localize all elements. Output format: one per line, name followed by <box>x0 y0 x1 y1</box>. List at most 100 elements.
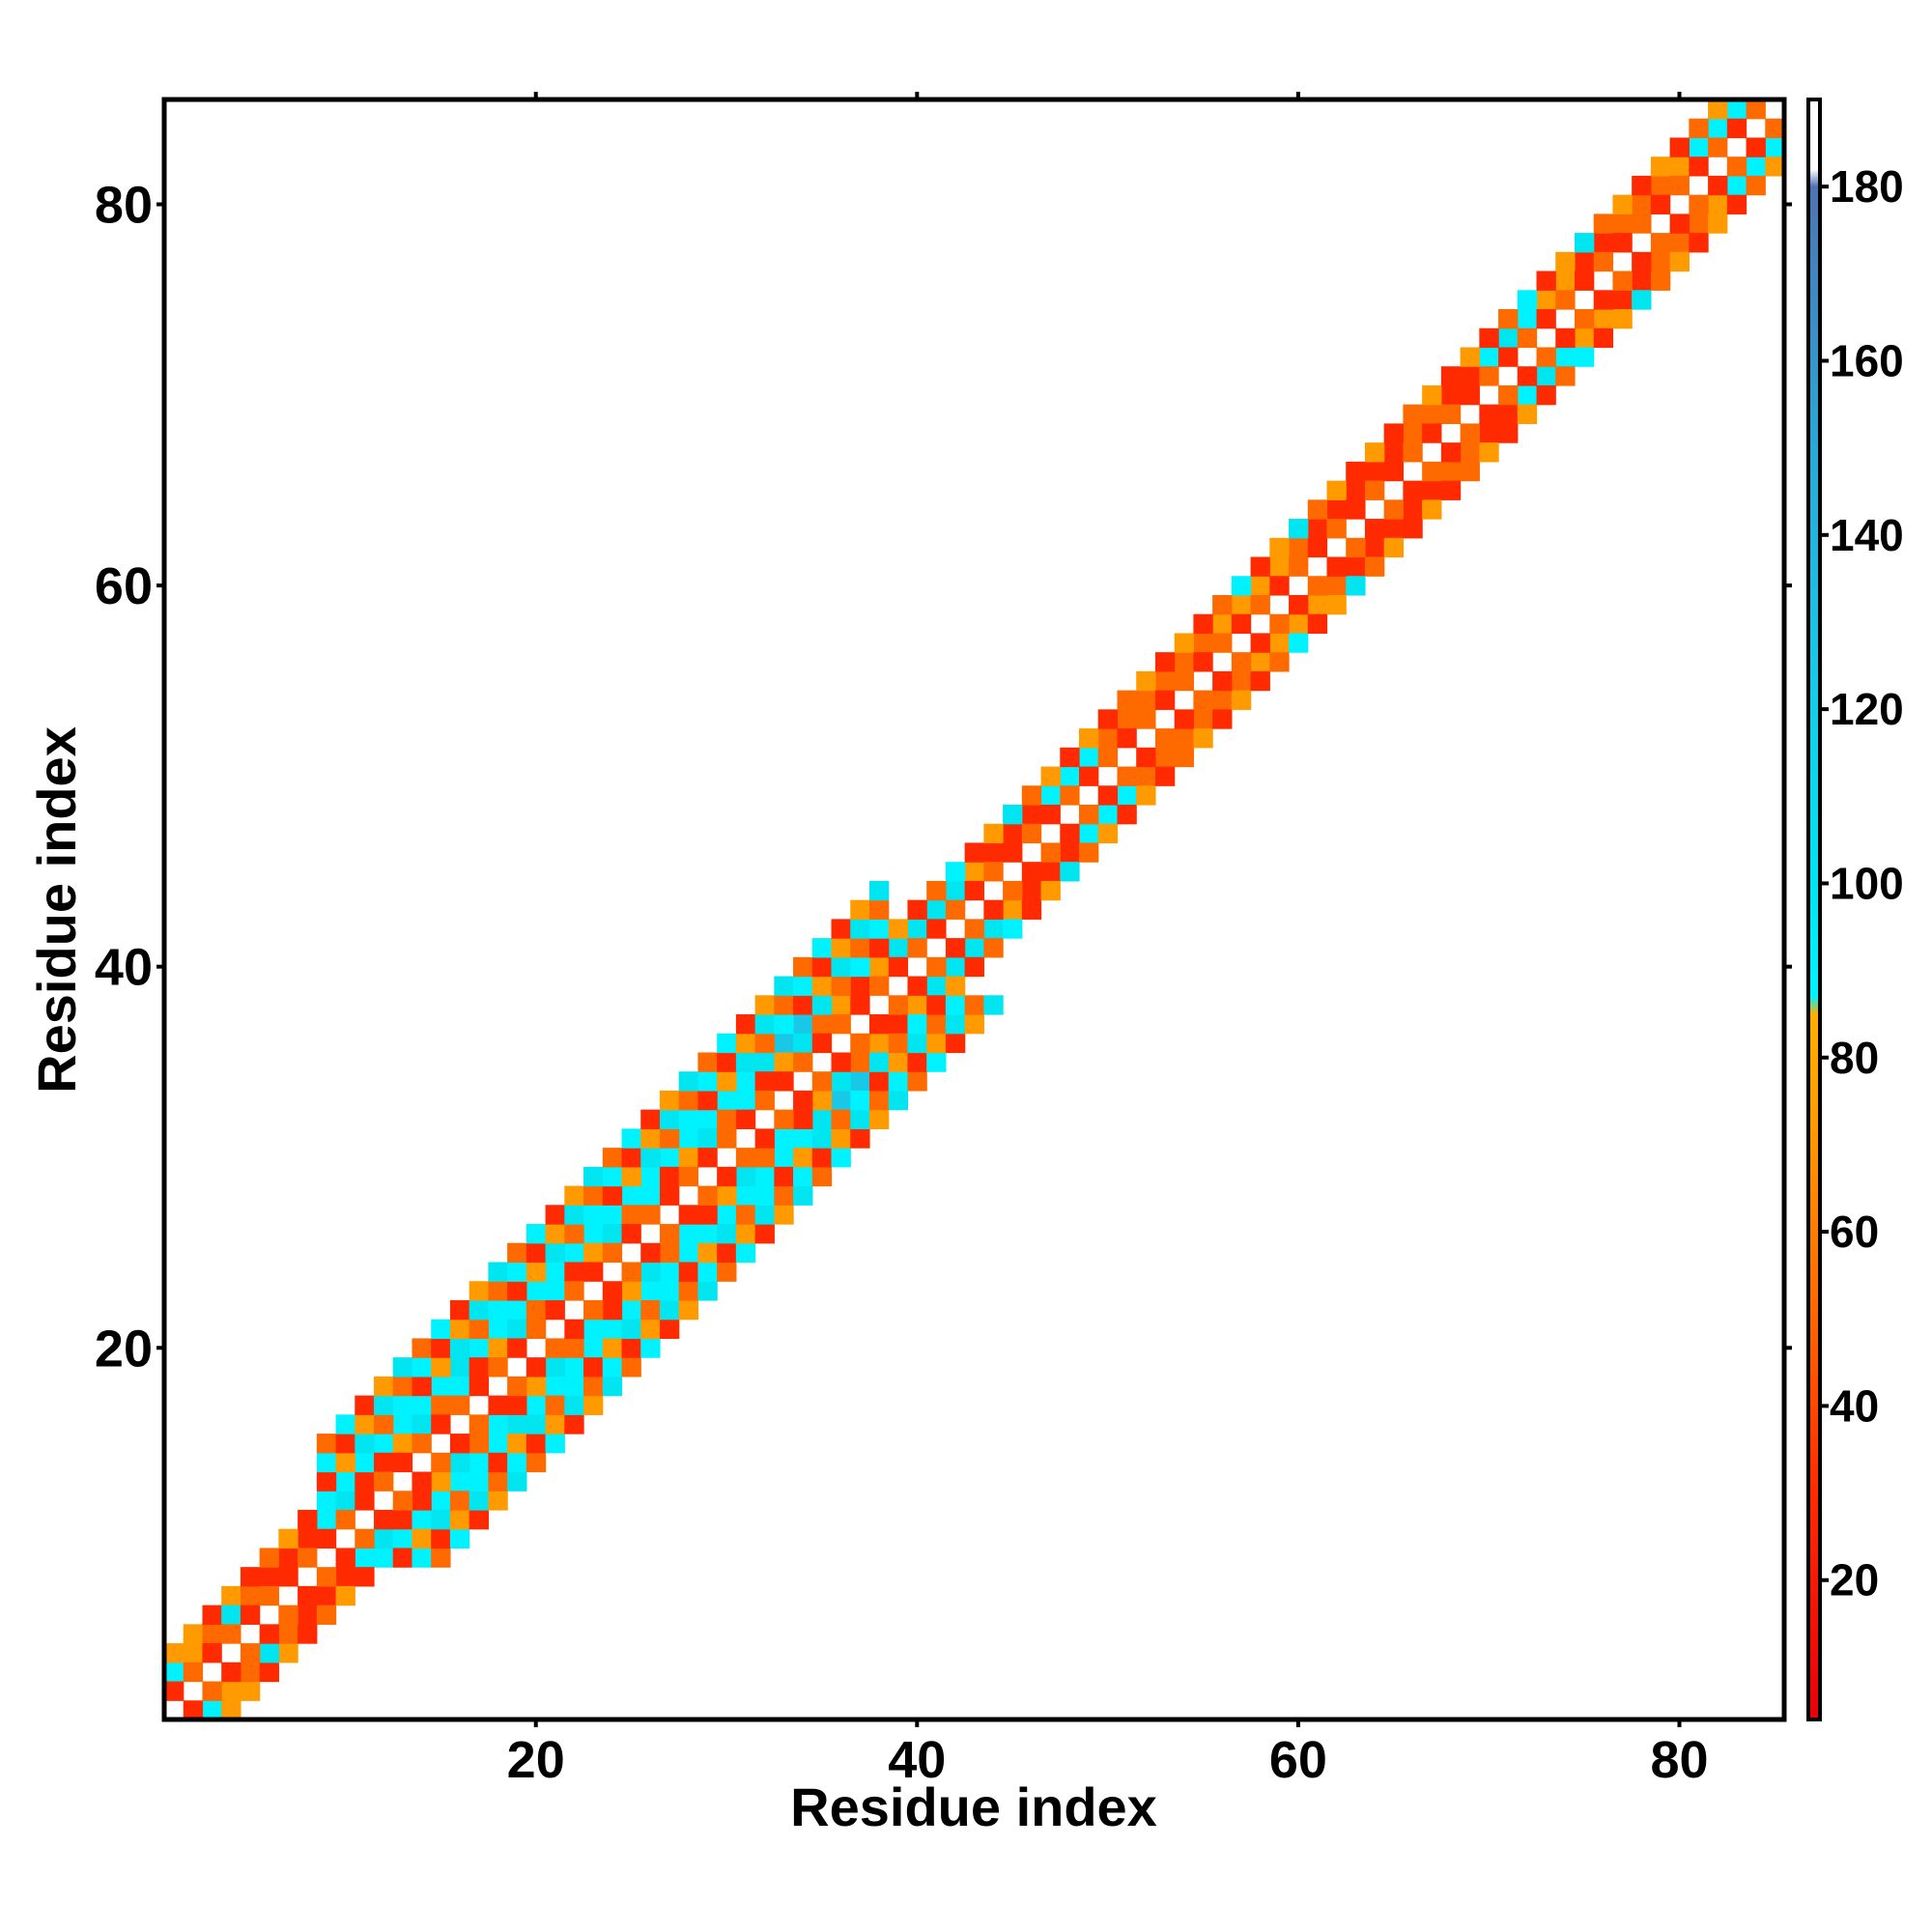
heatmap-cell <box>545 1281 565 1301</box>
heatmap-cell <box>183 1624 204 1644</box>
heatmap-cell <box>431 1491 451 1511</box>
heatmap-cell <box>298 1624 318 1644</box>
heatmap-cell <box>602 1299 623 1321</box>
heatmap-cell <box>1403 404 1423 424</box>
heatmap-cell <box>526 1299 547 1321</box>
heatmap-cell <box>316 1491 337 1511</box>
heatmap-cell <box>1231 652 1252 672</box>
heatmap-cell <box>1746 137 1766 157</box>
x-tick-label: 40 <box>888 1731 946 1789</box>
heatmap-cell <box>412 1338 432 1358</box>
heatmap-cell <box>1517 309 1538 329</box>
heatmap-cell <box>1440 384 1462 406</box>
heatmap-cell <box>316 1452 337 1473</box>
heatmap-cell <box>469 1281 489 1301</box>
heatmap-cell <box>774 1148 794 1168</box>
heatmap-cell <box>621 1262 641 1282</box>
heatmap-cell <box>1593 327 1614 349</box>
heatmap-cell <box>412 1491 432 1511</box>
heatmap-cell <box>1689 137 1709 157</box>
heatmap-cell <box>659 1128 680 1149</box>
heatmap-cell <box>793 1128 813 1149</box>
heatmap-cell <box>1060 842 1080 863</box>
heatmap-cell <box>1650 156 1671 177</box>
x-tick-label: 80 <box>1650 1731 1708 1789</box>
heatmap-cell <box>735 1166 756 1187</box>
heatmap-cell <box>754 1071 775 1092</box>
heatmap-cell <box>964 842 984 863</box>
heatmap-cell <box>1498 384 1519 406</box>
heatmap-cell <box>831 1014 851 1035</box>
heatmap-cell <box>449 1491 470 1511</box>
heatmap-cell <box>183 1662 204 1683</box>
heatmap-cell <box>754 1014 775 1035</box>
heatmap-cell <box>469 1491 489 1511</box>
heatmap-cell <box>926 899 947 920</box>
heatmap-cell <box>1174 747 1194 768</box>
heatmap-cell <box>850 919 870 939</box>
heatmap-cell <box>811 1033 833 1054</box>
heatmap-cell <box>868 880 890 901</box>
heatmap-cell <box>717 1109 737 1129</box>
heatmap-cell <box>659 1224 680 1244</box>
heatmap-cell <box>793 976 813 996</box>
heatmap-cell <box>564 1242 584 1264</box>
heatmap-cell <box>316 1434 337 1454</box>
heatmap-cell <box>697 1052 718 1072</box>
colorbar-tick-label: 180 <box>1830 161 1904 212</box>
heatmap-cell <box>697 1090 718 1111</box>
heatmap-cell <box>431 1338 451 1358</box>
heatmap-cell <box>735 1033 756 1054</box>
heatmap-cell <box>583 1319 604 1340</box>
heatmap-cell <box>697 1262 718 1282</box>
heatmap-cell <box>926 1052 947 1072</box>
heatmap-cell <box>1136 670 1156 692</box>
heatmap-cell <box>735 1224 756 1244</box>
heatmap-cell <box>640 1205 661 1225</box>
heatmap-cell <box>659 1281 680 1301</box>
colorbar-tick-label: 140 <box>1830 510 1904 560</box>
heatmap-cell <box>983 995 1004 1015</box>
heatmap-cell <box>1726 99 1747 120</box>
heatmap-cell <box>640 1338 661 1358</box>
heatmap-cell <box>1212 690 1233 710</box>
heatmap-cell <box>564 1414 584 1435</box>
heatmap-cell <box>221 1662 242 1683</box>
heatmap-cell <box>1632 270 1652 291</box>
heatmap-cell <box>1689 194 1709 214</box>
heatmap-cell <box>1154 728 1176 749</box>
heatmap-cell <box>374 1471 394 1492</box>
heatmap-cell <box>640 1166 661 1187</box>
heatmap-cell <box>507 1414 527 1435</box>
heatmap-cell <box>564 1281 584 1301</box>
heatmap-cell <box>754 1128 775 1149</box>
heatmap-cell <box>1060 823 1080 844</box>
heatmap-cell <box>1117 690 1137 710</box>
heatmap-cell <box>316 1605 337 1625</box>
heatmap-cell <box>1632 175 1652 196</box>
heatmap-cell <box>1612 213 1633 234</box>
heatmap-cell <box>1440 442 1462 463</box>
heatmap-cell <box>640 1281 661 1301</box>
heatmap-cell <box>697 1185 718 1206</box>
heatmap-cell <box>316 1585 337 1606</box>
heatmap-cell <box>964 880 984 901</box>
heatmap-cell <box>1117 709 1137 729</box>
heatmap-cell <box>564 1319 584 1340</box>
heatmap-cell <box>1154 670 1176 692</box>
heatmap-cell <box>392 1434 413 1454</box>
heatmap-cell <box>335 1434 355 1454</box>
heatmap-cell <box>259 1585 279 1606</box>
heatmap-cell <box>335 1452 355 1473</box>
heatmap-cell <box>907 1052 927 1072</box>
heatmap-cell <box>488 1395 508 1415</box>
colorbar-tick-label: 40 <box>1830 1380 1879 1431</box>
heatmap-cell <box>392 1376 413 1397</box>
heatmap-cell <box>1460 461 1480 482</box>
heatmap-cell <box>507 1471 527 1492</box>
heatmap-cell <box>793 1014 813 1035</box>
heatmap-cell <box>449 1471 470 1492</box>
heatmap-cell <box>1632 194 1652 214</box>
heatmap-cell <box>449 1376 470 1397</box>
